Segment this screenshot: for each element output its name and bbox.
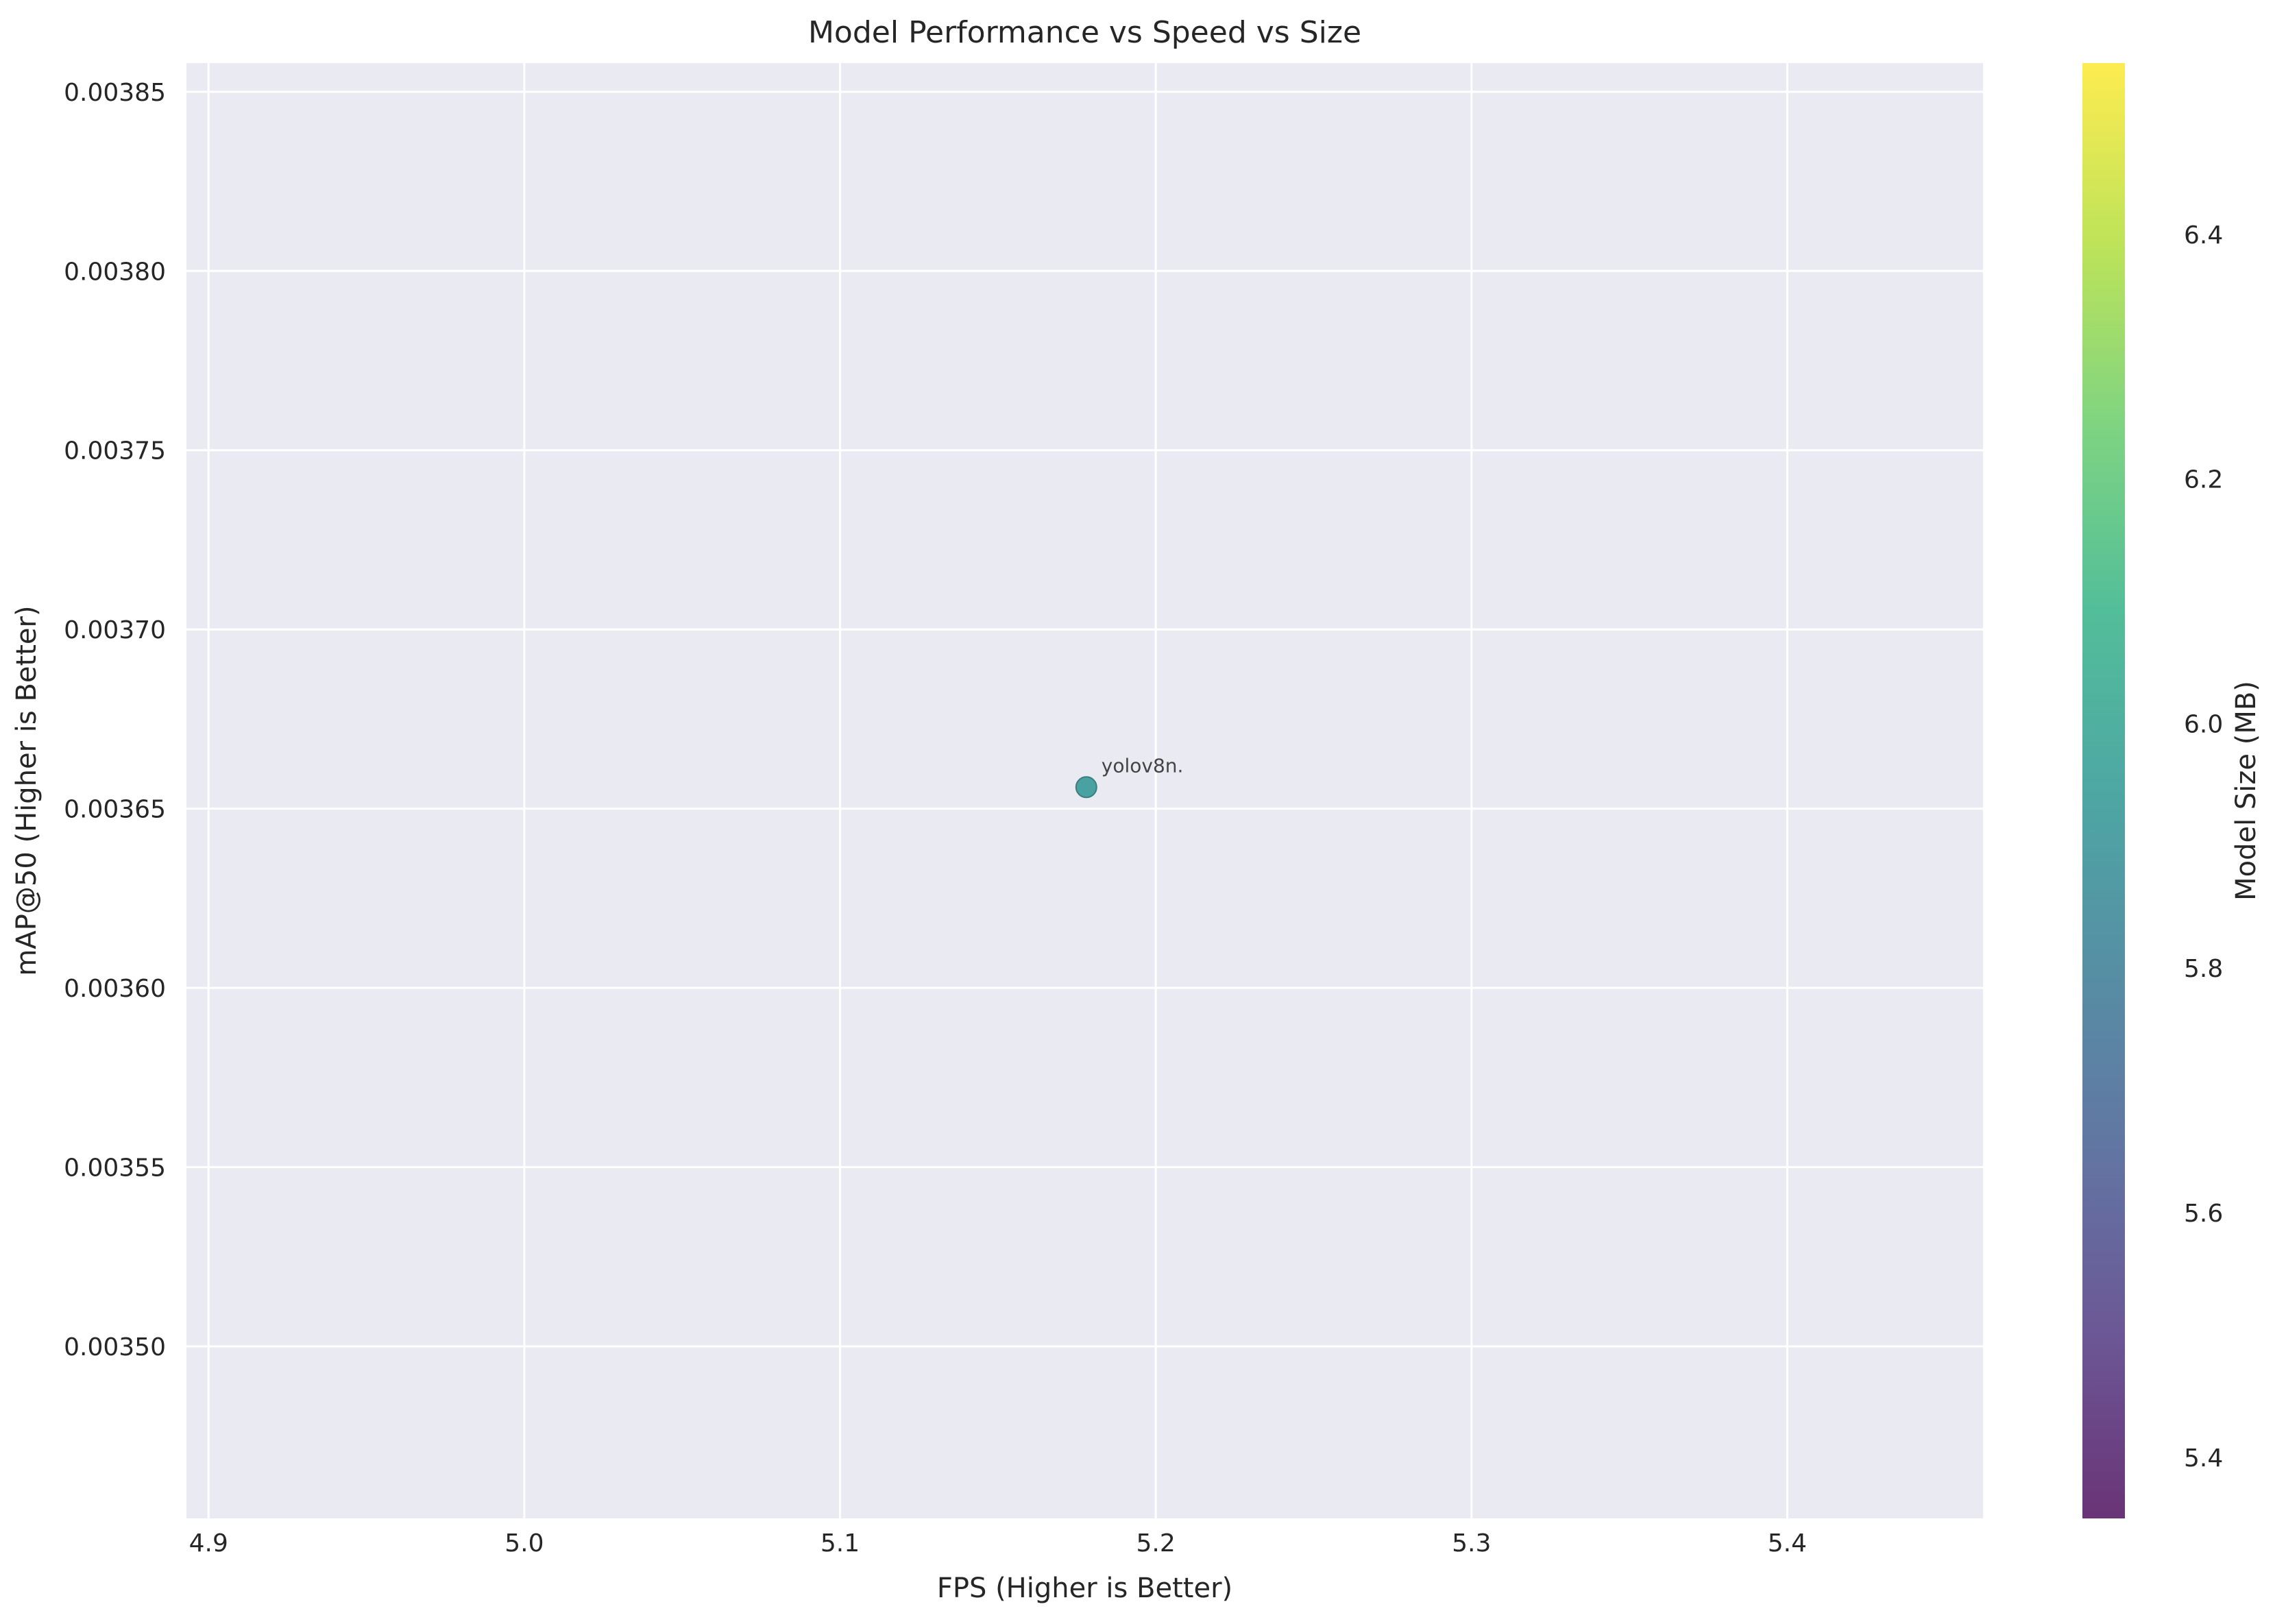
y-tick-label: 0.00365 [64,796,166,824]
colorbar-tick-label: 5.4 [2184,1444,2223,1472]
grid-lines [186,63,1983,1518]
chart-title: Model Performance vs Speed vs Size [808,15,1361,50]
data-point [1075,776,1097,799]
colorbar-tick-label: 6.0 [2184,710,2223,738]
y-tick-label: 0.00350 [64,1333,166,1361]
y-axis-ticks: 0.00350 0.00355 0.00360 0.00365 0.00370 0.003… [64,79,166,1361]
y-tick-label: 0.00370 [64,616,166,644]
x-tick-label: 5.0 [504,1529,544,1558]
x-tick-label: 4.9 [189,1529,228,1558]
colorbar-tick-label: 5.6 [2184,1200,2223,1228]
x-tick-label: 5.3 [1452,1529,1491,1558]
x-tick-label: 5.2 [1136,1529,1176,1558]
data-points: yolov8n. [1075,754,1184,799]
y-tick-label: 0.00375 [64,437,166,465]
y-tick-label: 0.00355 [64,1154,166,1183]
data-point-label: yolov8n. [1102,754,1184,777]
x-axis-label: FPS (Higher is Better) [937,1573,1232,1604]
y-tick-label: 0.00360 [64,975,166,1003]
colorbar-tick-label: 6.4 [2184,221,2223,250]
y-axis-label: mAP@50 (Higher is Better) [11,605,42,975]
y-tick-label: 0.00380 [64,258,166,286]
colorbar [2082,63,2125,1518]
colorbar-ticks: 5.4 5.6 5.8 6.0 6.2 6.4 [2184,221,2223,1472]
colorbar-tick-label: 6.2 [2184,466,2223,494]
x-tick-label: 5.1 [820,1529,860,1558]
y-tick-label: 0.00385 [64,79,166,107]
colorbar-label: Model Size (MB) [2230,681,2262,901]
colorbar-tick-label: 5.8 [2184,955,2223,983]
x-axis-ticks: 4.9 5.0 5.1 5.2 5.3 5.4 [189,1529,1807,1558]
x-tick-label: 5.4 [1768,1529,1807,1558]
